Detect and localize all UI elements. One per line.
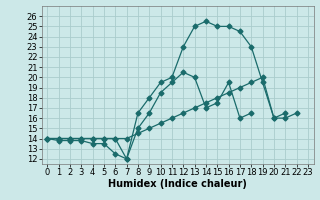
X-axis label: Humidex (Indice chaleur): Humidex (Indice chaleur)	[108, 179, 247, 189]
